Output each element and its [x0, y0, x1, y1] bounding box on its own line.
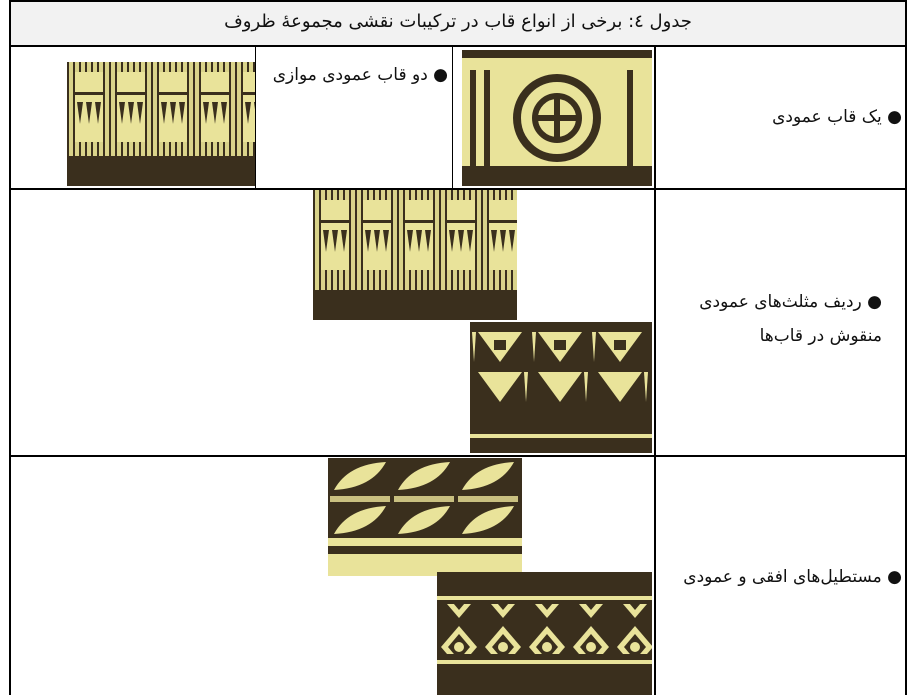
title-cell: [10, 0, 906, 45]
pottery-image: [67, 62, 255, 186]
border: [255, 45, 256, 188]
row-label: ● دو قاب عمودی موازی: [272, 65, 448, 85]
border: [9, 455, 907, 457]
row-label: ● ردیف مثلث‌های عمودی منقوش در قاب‌ها: [699, 292, 882, 346]
border: [905, 0, 907, 695]
border: [9, 188, 907, 190]
row-label: ● یک قاب عمودی: [772, 107, 902, 127]
border: [452, 45, 453, 188]
pottery-image: [328, 458, 522, 576]
pottery-image: [470, 322, 652, 453]
pottery-image: [313, 190, 517, 320]
border: [9, 0, 907, 2]
row-label: ● مستطیل‌های افقی و عمودی: [683, 567, 902, 587]
table-title: جدول ٤: برخی از انواع قاب در ترکیبات نقش…: [224, 11, 692, 32]
border: [9, 0, 11, 695]
pottery-image: [437, 572, 652, 695]
pottery-image: [462, 50, 652, 186]
border: [654, 45, 656, 695]
border: [9, 45, 907, 47]
